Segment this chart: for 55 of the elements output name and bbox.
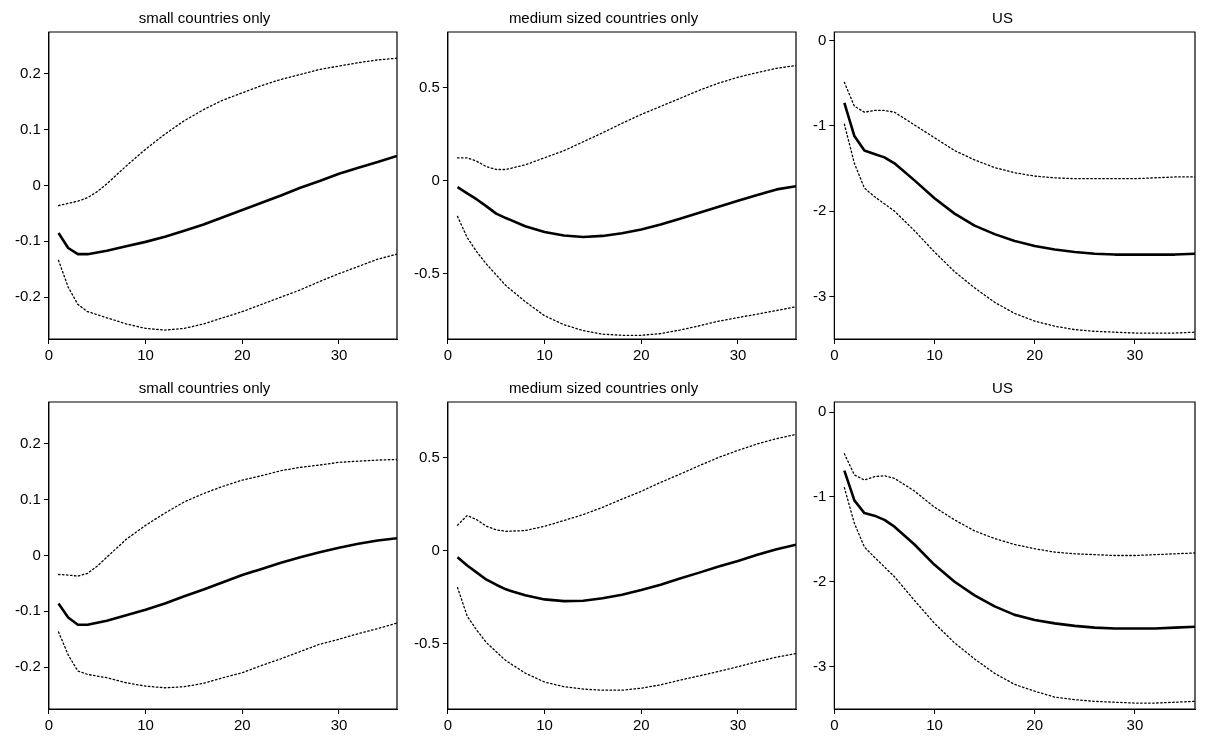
y-tick-label: 0.1: [19, 489, 41, 507]
x-tick-label: 30: [330, 716, 348, 734]
y-tick-label: -0.2: [14, 287, 41, 305]
x-tick-label: 30: [729, 716, 747, 734]
x-tick-label: 10: [926, 346, 943, 364]
y-tick-label: -2: [812, 201, 827, 219]
x-tick-label: 20: [1026, 346, 1044, 364]
x-tick-label: 30: [1126, 716, 1144, 734]
x-tick-label: 0: [443, 346, 453, 364]
y-tick-label: 0.5: [418, 447, 440, 465]
y-tick-label: 0: [431, 170, 440, 188]
y-tick-label: -1: [812, 115, 827, 133]
x-tick-label: 0: [830, 716, 839, 734]
x-tick-label: 30: [729, 346, 747, 364]
chart-title: medium sized countries only: [508, 379, 699, 397]
y-tick-label: 0.2: [19, 434, 41, 451]
x-tick-label: 30: [1126, 346, 1144, 364]
x-tick-label: 10: [536, 346, 553, 364]
x-tick-label: 0: [443, 716, 453, 734]
y-tick-label: 0: [817, 402, 827, 420]
y-tick-label: -0.5: [413, 264, 440, 282]
y-tick-label: 0.2: [19, 64, 41, 81]
y-tick-label: -0.2: [14, 657, 41, 675]
x-tick-label: 30: [330, 346, 348, 364]
x-tick-label: 0: [44, 716, 54, 734]
x-tick-label: 20: [632, 346, 650, 364]
y-tick-label: 0: [32, 545, 41, 563]
y-tick-label: -1: [812, 487, 827, 505]
y-tick-label: 0.5: [418, 77, 440, 95]
y-tick-label: -0.1: [14, 231, 41, 249]
y-tick-label: 0: [431, 540, 440, 558]
y-tick-label: 0.1: [19, 119, 41, 137]
y-tick-label: -3: [812, 656, 827, 674]
line-series: [57, 458, 397, 577]
x-tick-label: 20: [233, 716, 251, 734]
x-tick-label: 20: [1026, 716, 1044, 734]
y-tick-label: -2: [812, 571, 827, 589]
y-tick-label: -3: [812, 286, 827, 304]
y-tick-label: 0: [817, 30, 827, 48]
x-tick-label: 10: [137, 346, 154, 364]
chart-title: medium sized countries only: [508, 9, 699, 27]
x-tick-label: 20: [632, 716, 650, 734]
x-tick-label: 0: [44, 346, 54, 364]
x-tick-label: 10: [137, 716, 154, 734]
x-tick-label: 20: [233, 346, 251, 364]
y-tick-label: -0.1: [14, 601, 41, 619]
chart-title: small countries only: [138, 379, 271, 397]
x-tick-label: 10: [536, 716, 553, 734]
x-tick-label: 10: [926, 716, 943, 734]
y-tick-label: 0: [32, 175, 41, 193]
y-tick-label: -0.5: [413, 634, 440, 652]
x-tick-label: 0: [830, 346, 839, 364]
chart-title: US: [992, 379, 1013, 397]
chart-title: US: [992, 9, 1013, 27]
chart-title: small countries only: [138, 9, 271, 27]
